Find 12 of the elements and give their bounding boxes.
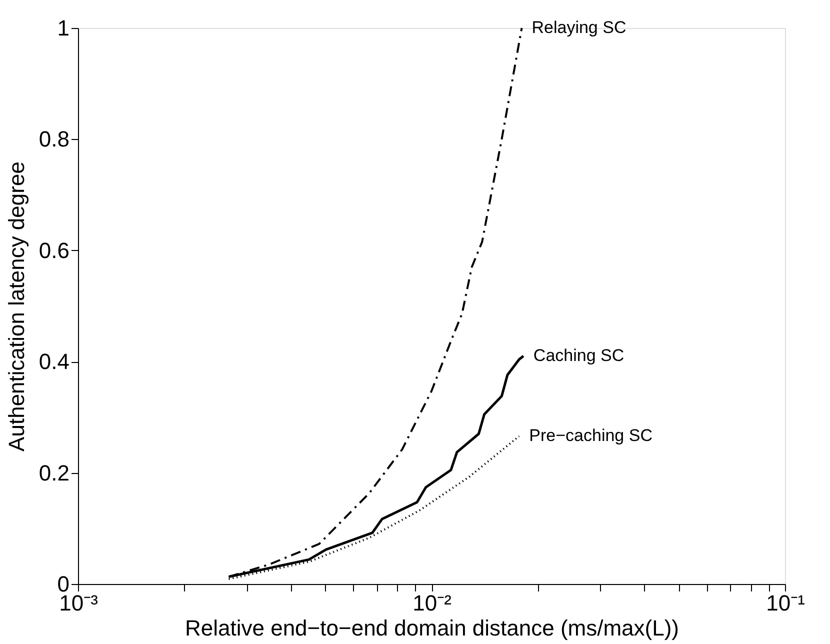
y-axis-title: Authentication latency degree: [4, 162, 29, 452]
x-axis-title: Relative end−to−end domain distance (ms/max(L)): [184, 616, 680, 640]
y-tick-label: 1: [57, 16, 70, 40]
series-label: Relaying SC: [532, 18, 626, 37]
series-label: Pre−caching SC: [529, 426, 652, 446]
y-tick-label: 0.4: [38, 349, 70, 374]
x-tick-label: 10⁻¹: [766, 590, 805, 616]
y-tick-label: 0.8: [38, 126, 70, 152]
y-tick-label: 0.6: [38, 238, 70, 263]
y-tick-label: 0.2: [38, 460, 70, 486]
x-tick-label: 10⁻²: [412, 590, 452, 616]
series-label: Caching SC: [533, 346, 624, 366]
